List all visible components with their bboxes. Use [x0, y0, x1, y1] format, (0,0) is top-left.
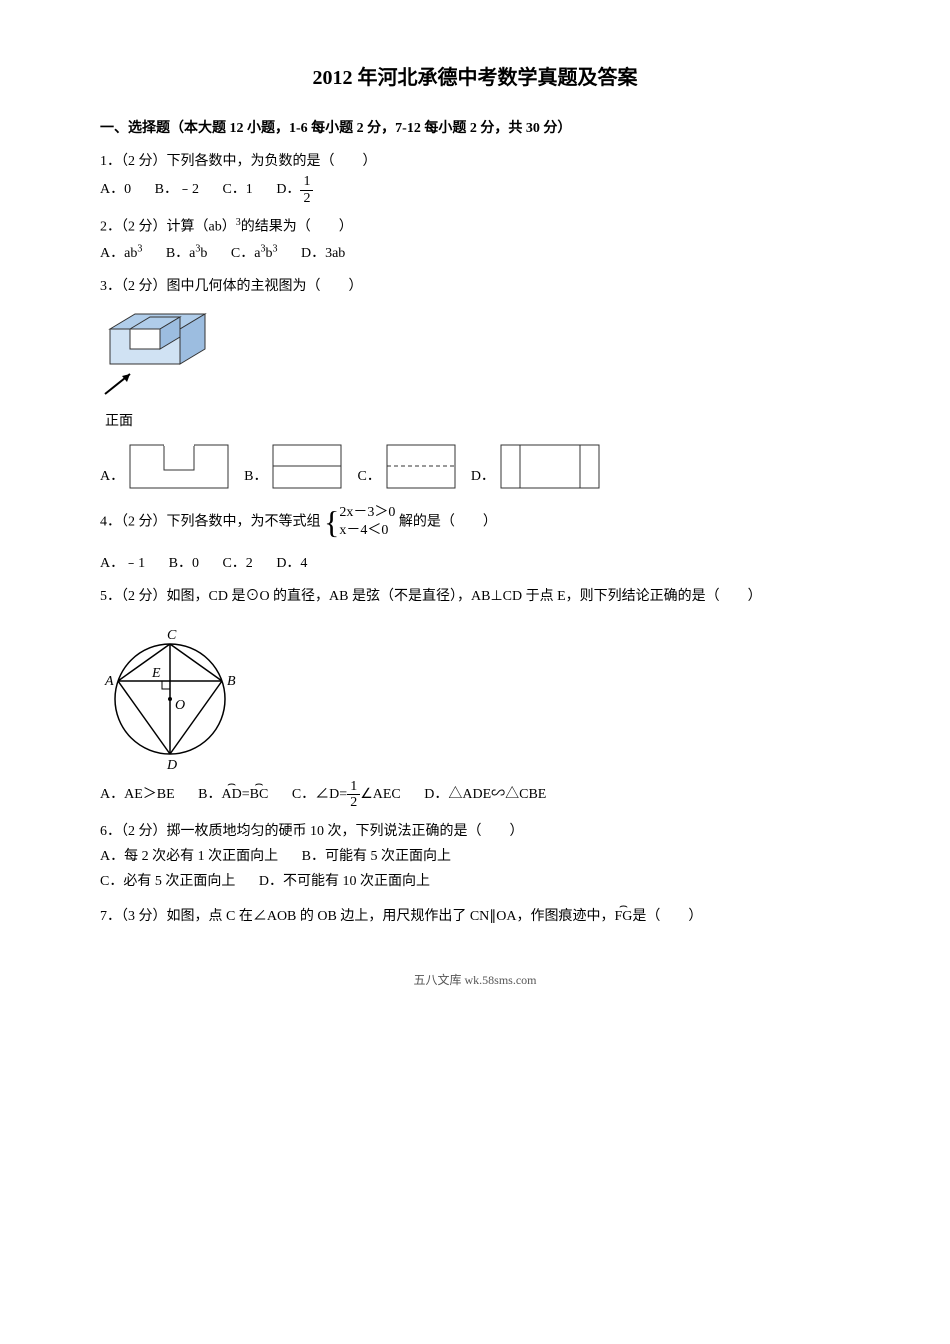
q5-option-c: C．∠D=12∠AEC — [292, 787, 404, 802]
q1-option-c: C．1 — [222, 182, 252, 197]
q5-option-a: A．AE＞BE — [100, 787, 175, 802]
q2-stem: 2．（2 分）计算（ab）3的结果为（ ） — [100, 214, 850, 240]
q3-option-a: A． — [100, 444, 229, 489]
arc-ad-icon: AD — [222, 780, 242, 807]
q1-d-prefix: D． — [276, 182, 300, 197]
q3-option-d: D． — [471, 444, 600, 489]
q5-option-d: D．△ADE∽△CBE — [424, 787, 546, 802]
q1-option-d: D．12 — [276, 182, 313, 197]
arc-fg-icon: FG — [615, 902, 633, 929]
q1-option-b: B．﹣2 — [155, 182, 199, 197]
question-4: 4．（2 分）下列各数中，为不等式组 { 2x－3＞0 x－4＜0 解的是（ ）… — [100, 504, 850, 576]
question-6: 6．（2 分）掷一枚质地均匀的硬币 10 次，下列说法正确的是（ ） A．每 2… — [100, 819, 850, 895]
q5-figure: C D A B E O — [100, 609, 850, 779]
q6-option-a: A．每 2 次必有 1 次正面向上 — [100, 849, 278, 864]
q6-option-c: C．必有 5 次正面向上 — [100, 874, 235, 889]
solid-icon — [100, 299, 220, 409]
left-brace-icon: { — [324, 504, 339, 540]
q6-stem: 6．（2 分）掷一枚质地均匀的硬币 10 次，下列说法正确的是（ ） — [100, 819, 850, 844]
q3-option-c: C． — [357, 444, 455, 489]
label-e: E — [151, 666, 161, 681]
label-b: B — [227, 674, 236, 689]
question-2: 2．（2 分）计算（ab）3的结果为（ ） A．ab3 B．a3b C．a3b3… — [100, 214, 850, 266]
q7-stem: 7．（3 分）如图，点 C 在∠AOB 的 OB 边上，用尺规作出了 CN∥OA… — [100, 902, 850, 929]
page-footer: 五八文库 wk.58sms.com — [100, 970, 850, 992]
q4-options: A．﹣1 B．0 C．2 D．4 — [100, 551, 850, 576]
page-title: 2012 年河北承德中考数学真题及答案 — [100, 60, 850, 96]
question-1: 1．（2 分）下列各数中，为负数的是（ ） A．0 B．﹣2 C．1 D．12 — [100, 149, 850, 206]
fraction-icon: 12 — [347, 779, 360, 811]
front-view-d-icon — [500, 444, 600, 489]
q5-options: A．AE＞BE B．AD=BC C．∠D=12∠AEC D．△ADE∽△CBE — [100, 779, 850, 811]
question-5: 5．（2 分）如图，CD 是⊙O 的直径，AB 是弦（不是直径），AB⊥CD 于… — [100, 584, 850, 811]
q1-stem: 1．（2 分）下列各数中，为负数的是（ ） — [100, 149, 850, 174]
front-view-c-icon — [386, 444, 456, 489]
q4-stem: 4．（2 分）下列各数中，为不等式组 { 2x－3＞0 x－4＜0 解的是（ ） — [100, 504, 850, 540]
q6-options: A．每 2 次必有 1 次正面向上 B．可能有 5 次正面向上 C．必有 5 次… — [100, 844, 850, 894]
q5-option-b: B．AD=BC — [198, 787, 272, 802]
label-d: D — [166, 758, 177, 773]
circle-diagram-icon: C D A B E O — [100, 609, 250, 779]
q4-option-c: C．2 — [222, 556, 252, 571]
front-view-a-icon — [129, 444, 229, 489]
q2-options: A．ab3 B．a3b C．a3b3 D．3ab — [100, 240, 850, 266]
q2-option-b: B．a3b — [166, 246, 208, 261]
question-7: 7．（3 分）如图，点 C 在∠AOB 的 OB 边上，用尺规作出了 CN∥OA… — [100, 902, 850, 929]
section-heading: 一、选择题（本大题 12 小题，1-6 每小题 2 分，7-12 每小题 2 分… — [100, 116, 850, 141]
q3-option-b: B． — [244, 444, 342, 489]
q3-options-figures: A． B． C． D． — [100, 444, 850, 489]
q6-option-d: D．不可能有 10 次正面向上 — [259, 874, 430, 889]
fraction-icon: 12 — [300, 174, 313, 206]
label-o: O — [175, 698, 185, 713]
q3-solid-figure: 正面 — [100, 299, 850, 434]
q3-stem: 3．（2 分）图中几何体的主视图为（ ） — [100, 274, 850, 299]
q2-option-a: A．ab3 — [100, 246, 142, 261]
label-c: C — [167, 628, 177, 643]
question-3: 3．（2 分）图中几何体的主视图为（ ） 正面 A． B． — [100, 274, 850, 489]
q6-option-b: B．可能有 5 次正面向上 — [302, 849, 451, 864]
q5-stem: 5．（2 分）如图，CD 是⊙O 的直径，AB 是弦（不是直径），AB⊥CD 于… — [100, 584, 850, 609]
front-label: 正面 — [105, 414, 133, 429]
front-view-b-icon — [272, 444, 342, 489]
q4-option-d: D．4 — [276, 556, 307, 571]
inequality-system: { 2x－3＞0 x－4＜0 — [324, 504, 395, 540]
q2-option-c: C．a3b3 — [231, 246, 278, 261]
q4-option-b: B．0 — [169, 556, 199, 571]
q1-option-a: A．0 — [100, 182, 131, 197]
q2-option-d: D．3ab — [301, 246, 345, 261]
q1-options: A．0 B．﹣2 C．1 D．12 — [100, 174, 850, 206]
arc-bc-icon: BC — [250, 780, 269, 807]
label-a: A — [104, 674, 114, 689]
q4-option-a: A．﹣1 — [100, 556, 145, 571]
